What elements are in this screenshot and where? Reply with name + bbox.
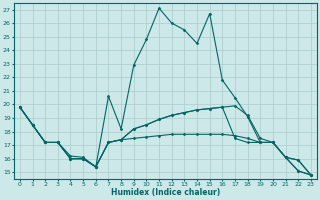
X-axis label: Humidex (Indice chaleur): Humidex (Indice chaleur) [111, 188, 220, 197]
